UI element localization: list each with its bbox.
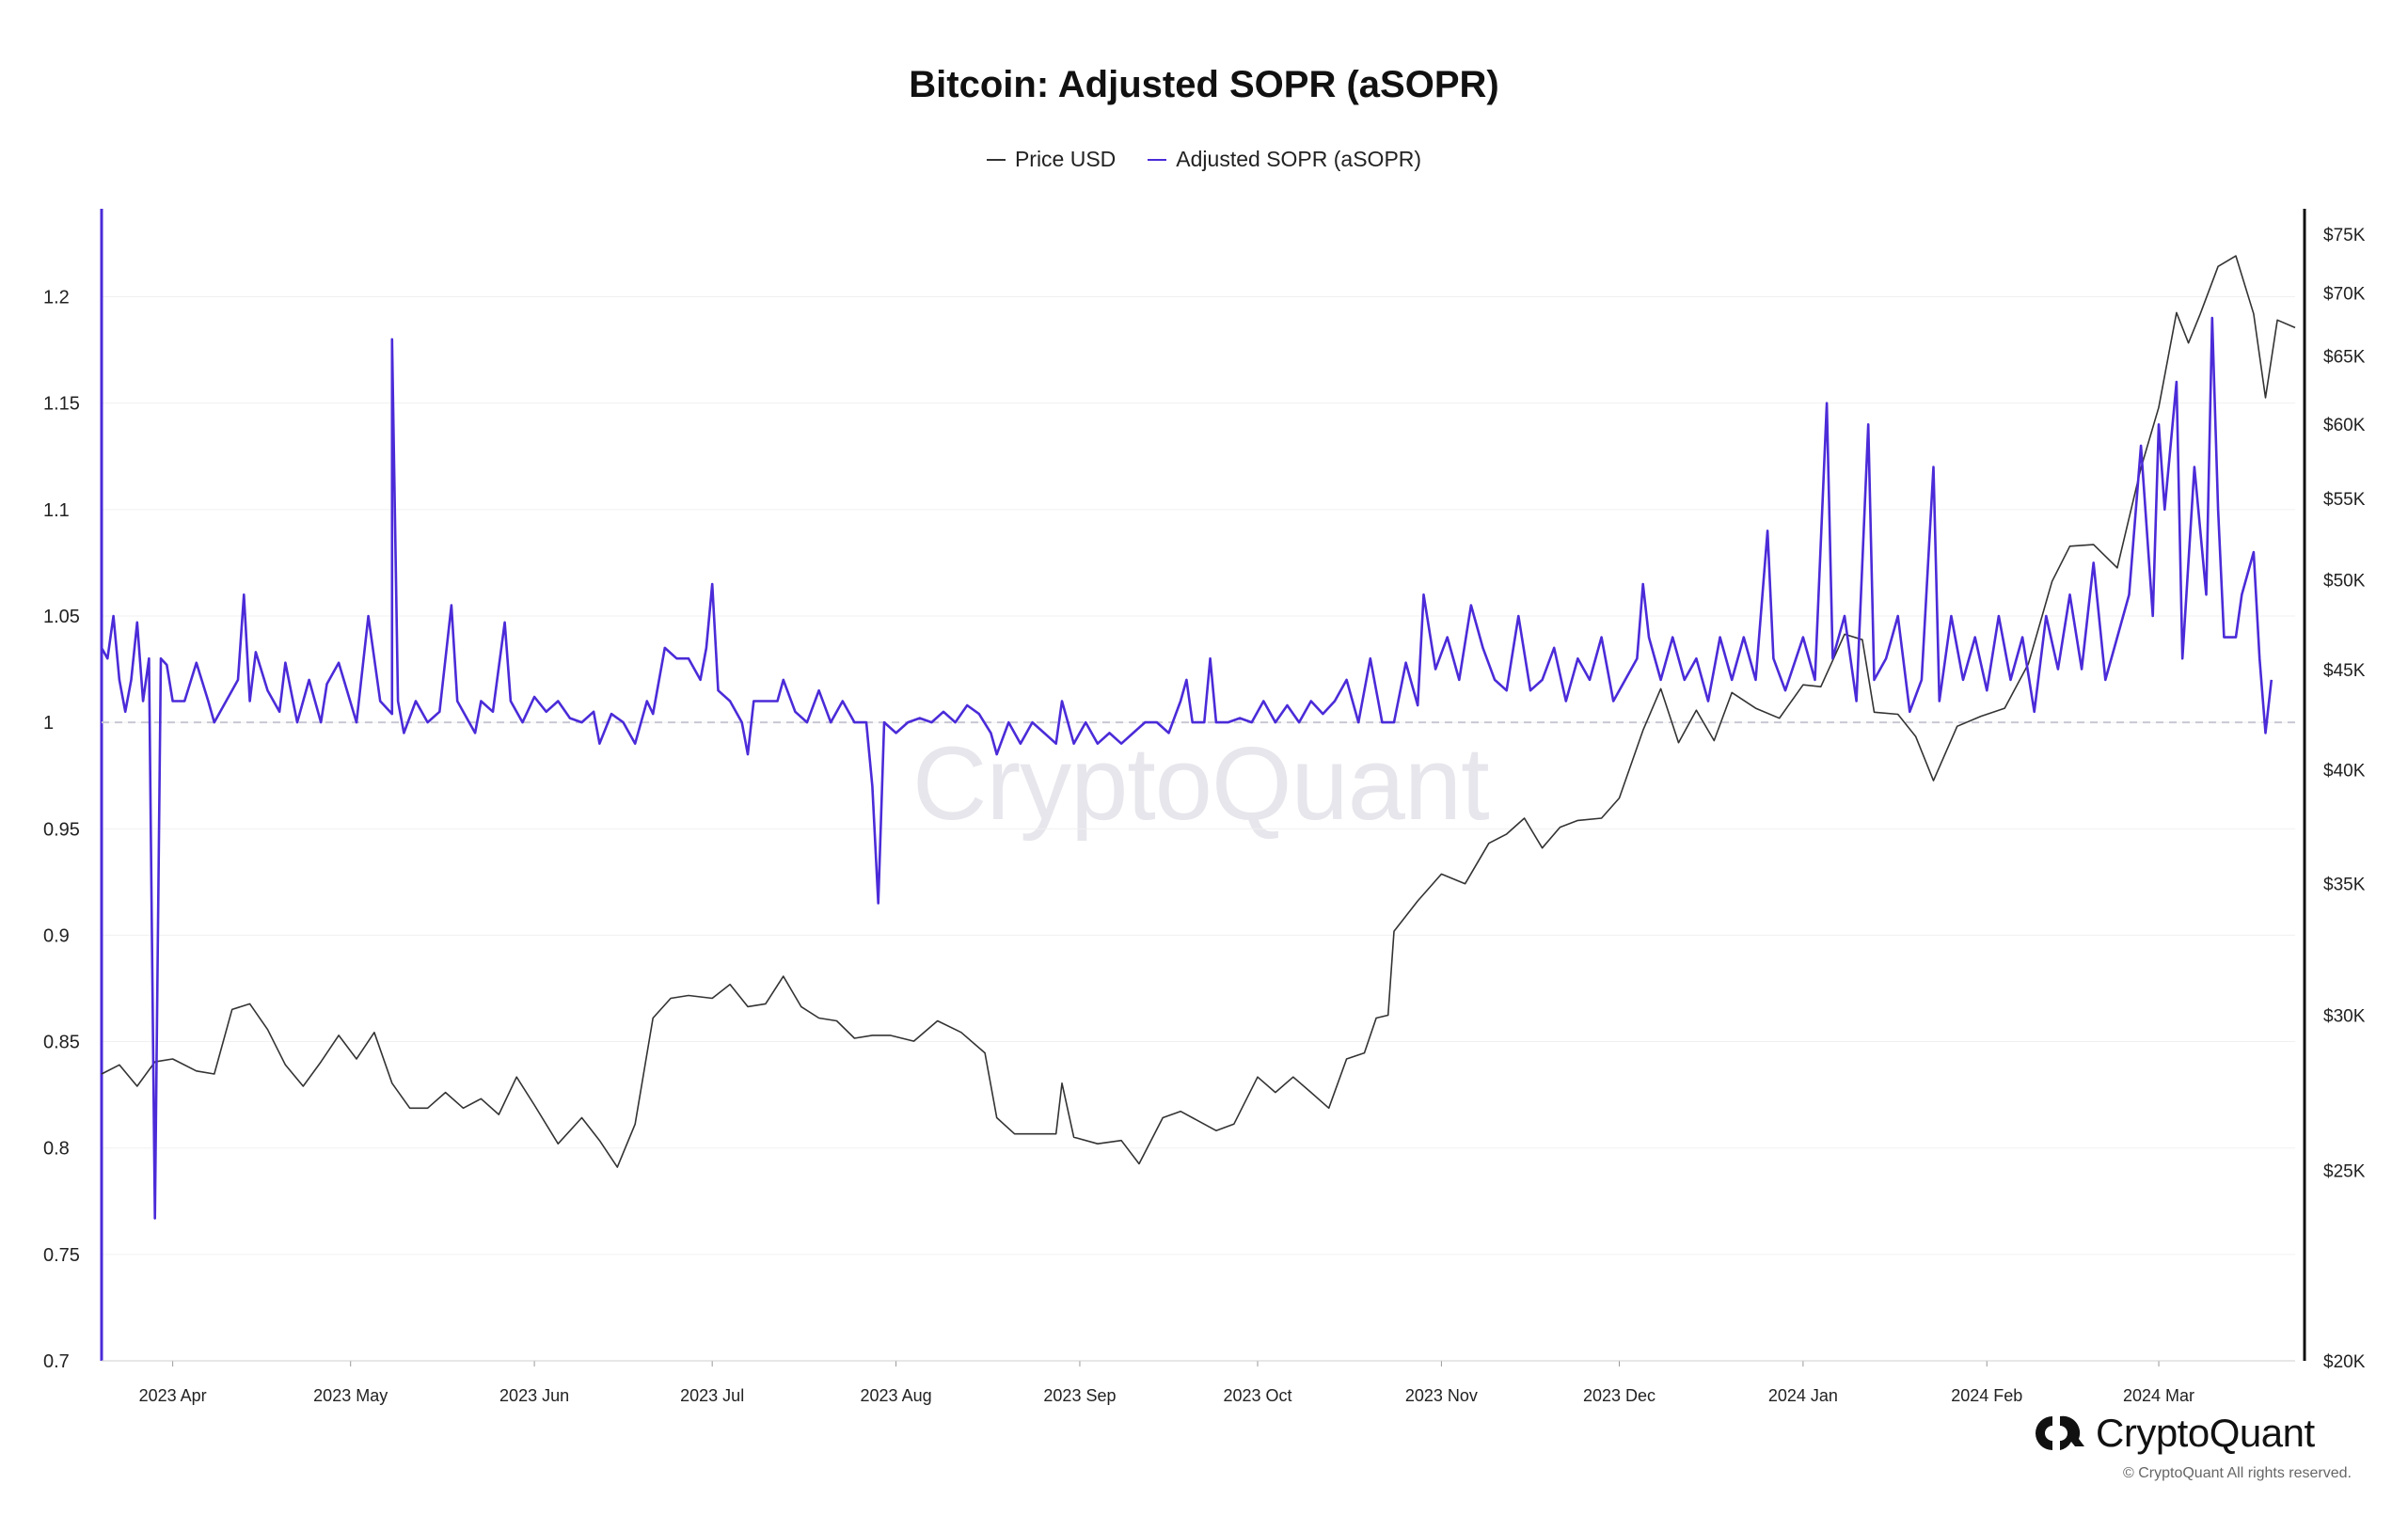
x-tick-label: 2023 Dec xyxy=(1583,1386,1656,1405)
y-right-tick-label: $30K xyxy=(2323,1006,2366,1026)
x-tick-label: 2023 Nov xyxy=(1405,1386,1478,1405)
y-left-tick-label: 1.15 xyxy=(43,394,80,415)
price-usd-line xyxy=(101,255,2296,1168)
y-left-tick-label: 0.75 xyxy=(43,1245,80,1266)
series-layer xyxy=(100,255,2296,1220)
x-tick-label: 2024 Feb xyxy=(1951,1386,2022,1405)
y-right-tick-label: $45K xyxy=(2323,661,2366,681)
y-left-tick-label: 1.2 xyxy=(43,288,70,308)
legend-label-price: Price USD xyxy=(1014,147,1117,171)
chart-title: Bitcoin: Adjusted SOPR (aSOPR) xyxy=(909,64,1499,105)
legend-label-asopr: Adjusted SOPR (aSOPR) xyxy=(1176,147,1422,171)
y-left-tick-label: 0.7 xyxy=(43,1351,70,1372)
y-right-tick-label: $65K xyxy=(2323,348,2366,368)
grid-layer xyxy=(102,296,2295,1362)
copyright-text: © CryptoQuant All rights reserved. xyxy=(2123,1465,2352,1481)
y-left-tick-label: 1 xyxy=(43,713,54,734)
y-left-tick-label: 0.8 xyxy=(43,1139,70,1160)
y-right-tick-label: $60K xyxy=(2323,416,2366,435)
x-tick-label: 2024 Jan xyxy=(1768,1386,1838,1405)
x-tick-label: 2023 Apr xyxy=(139,1386,207,1405)
y-left-tick-label: 0.9 xyxy=(43,925,70,946)
y-left-tick-label: 0.95 xyxy=(43,819,80,840)
x-tick-label: 2023 Oct xyxy=(1224,1386,1292,1405)
legend-item-price[interactable]: Price USD xyxy=(986,147,1117,172)
y-right-tick-label: $50K xyxy=(2323,571,2366,591)
y-left-tick-label: 0.85 xyxy=(43,1033,80,1053)
legend-item-asopr[interactable]: Adjusted SOPR (aSOPR) xyxy=(1148,147,1421,172)
logo-text: CryptoQuant xyxy=(2096,1411,2315,1455)
x-tick-label: 2023 Jun xyxy=(499,1386,569,1405)
x-tick-label: 2023 Jul xyxy=(680,1386,744,1405)
x-tick-label: 2023 May xyxy=(313,1386,388,1405)
y-right-tick-label: $35K xyxy=(2323,876,2366,895)
x-tick-label: 2023 Sep xyxy=(1043,1386,1116,1405)
y-right-tick-label: $40K xyxy=(2323,762,2366,782)
asopr-line xyxy=(100,316,2273,1220)
watermark: CryptoQuant xyxy=(912,726,1490,842)
axis-layer: 0.7 0.75 0.8 0.85 0.9 0.95 1 1.05 1.1 1.15 1.2 $20K… xyxy=(43,209,2366,1405)
x-tick-label: 2024 Mar xyxy=(2123,1386,2194,1405)
legend: Price USD Adjusted SOPR (aSOPR) xyxy=(0,147,2408,172)
cryptoquant-logo-icon xyxy=(2036,1415,2084,1450)
y-left-tick-label: 1.05 xyxy=(43,607,80,627)
y-right-tick-label: $55K xyxy=(2323,490,2366,510)
legend-swatch-asopr xyxy=(1148,158,1167,161)
x-tick-label: 2023 Aug xyxy=(861,1386,932,1405)
y-right-tick-label: $75K xyxy=(2323,226,2366,245)
cryptoquant-logo: CryptoQuant xyxy=(2032,1411,2315,1456)
legend-swatch-price xyxy=(986,158,1006,161)
y-left-tick-label: 1.1 xyxy=(43,500,70,521)
y-right-tick-label: $25K xyxy=(2323,1162,2366,1182)
y-right-tick-label: $20K xyxy=(2323,1352,2366,1372)
y-right-tick-label: $70K xyxy=(2323,284,2366,304)
